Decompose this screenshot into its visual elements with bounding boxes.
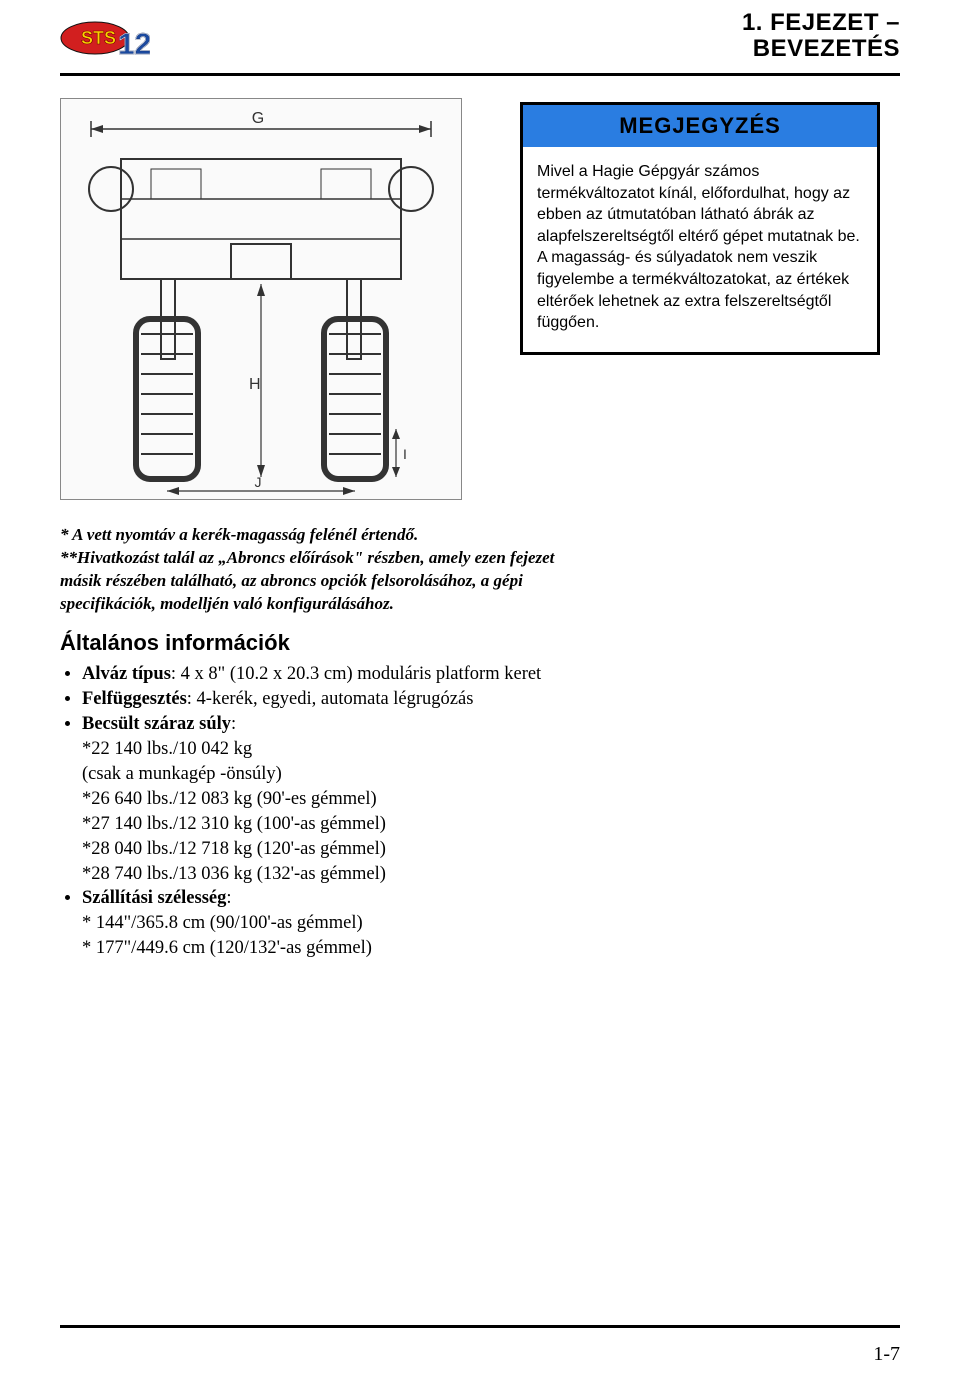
header-line-2: BEVEZETÉS bbox=[742, 36, 900, 62]
footnote-2: **Hivatkozást talál az „Abroncs előíráso… bbox=[60, 547, 560, 616]
two-column-area: G bbox=[60, 98, 900, 500]
note-title: MEGJEGYZÉS bbox=[523, 105, 877, 147]
spec-width-line-1: * 177"/449.6 cm (120/132'-as gémmel) bbox=[82, 936, 582, 961]
logo-svg: STS 12 12 bbox=[60, 14, 150, 62]
machine-diagram: G bbox=[60, 98, 462, 500]
svg-text:H: H bbox=[249, 376, 261, 393]
svg-text:G: G bbox=[252, 110, 264, 127]
spec-weight-label: Becsült száraz súly bbox=[82, 714, 231, 734]
header-title: 1. FEJEZET – BEVEZETÉS bbox=[742, 10, 900, 63]
spec-chassis-value: : 4 x 8" (10.2 x 20.3 cm) moduláris plat… bbox=[171, 664, 541, 684]
right-column: MEGJEGYZÉS Mivel a Hagie Gépgyár számos … bbox=[520, 98, 880, 355]
spec-weight-line-0: *22 140 lbs./10 042 kg bbox=[82, 737, 582, 762]
spec-chassis-label: Alváz típus bbox=[82, 664, 171, 684]
spec-suspension-label: Felfüggesztés bbox=[82, 689, 187, 709]
note-box: MEGJEGYZÉS Mivel a Hagie Gépgyár számos … bbox=[520, 102, 880, 355]
footer-rule bbox=[60, 1325, 900, 1328]
logo-text-sts: STS bbox=[81, 28, 116, 48]
page-number: 1-7 bbox=[873, 1343, 900, 1366]
left-column: G bbox=[60, 98, 480, 500]
spec-list: Alváz típus: 4 x 8" (10.2 x 20.3 cm) mod… bbox=[60, 662, 582, 962]
spec-suspension-value: : 4-kerék, egyedi, automata légrugózás bbox=[187, 689, 474, 709]
svg-text:I: I bbox=[403, 446, 407, 462]
spec-chassis: Alváz típus: 4 x 8" (10.2 x 20.3 cm) mod… bbox=[82, 662, 582, 687]
svg-text:J: J bbox=[255, 474, 262, 490]
spec-weight-line-3: *27 140 lbs./12 310 kg (100'-as gémmel) bbox=[82, 812, 582, 837]
spec-width-line-0: * 144"/365.8 cm (90/100'-as gémmel) bbox=[82, 911, 582, 936]
spec-suspension: Felfüggesztés: 4-kerék, egyedi, automata… bbox=[82, 687, 582, 712]
spec-weight-line-5: *28 740 lbs./13 036 kg (132'-as gémmel) bbox=[82, 862, 582, 887]
page: STS 12 12 1. FEJEZET – BEVEZETÉS G bbox=[0, 0, 960, 1382]
spec-weight-line-4: *28 040 lbs./12 718 kg (120'-as gémmel) bbox=[82, 837, 582, 862]
spec-weight-line-1: (csak a munkagép -önsúly) bbox=[82, 762, 582, 787]
footnotes: * A vett nyomtáv a kerék-magasság feléné… bbox=[60, 524, 560, 616]
header-line-1: 1. FEJEZET – bbox=[742, 10, 900, 36]
logo: STS 12 12 bbox=[60, 14, 150, 67]
diagram-svg: G bbox=[61, 99, 461, 499]
note-body: Mivel a Hagie Gépgyár számos termékválto… bbox=[523, 147, 877, 352]
section-heading: Általános információk bbox=[60, 630, 900, 656]
spec-width: Szállítási szélesség: * 144"/365.8 cm (9… bbox=[82, 886, 582, 961]
header-rule bbox=[60, 73, 900, 76]
page-header: STS 12 12 1. FEJEZET – BEVEZETÉS bbox=[60, 0, 900, 67]
footnote-1: * A vett nyomtáv a kerék-magasság feléné… bbox=[60, 524, 560, 547]
spec-weight: Becsült száraz súly: *22 140 lbs./10 042… bbox=[82, 712, 582, 887]
spec-width-label: Szállítási szélesség bbox=[82, 888, 226, 908]
spec-weight-line-2: *26 640 lbs./12 083 kg (90'-es gémmel) bbox=[82, 787, 582, 812]
logo-text-12-outline: 12 bbox=[118, 28, 150, 61]
